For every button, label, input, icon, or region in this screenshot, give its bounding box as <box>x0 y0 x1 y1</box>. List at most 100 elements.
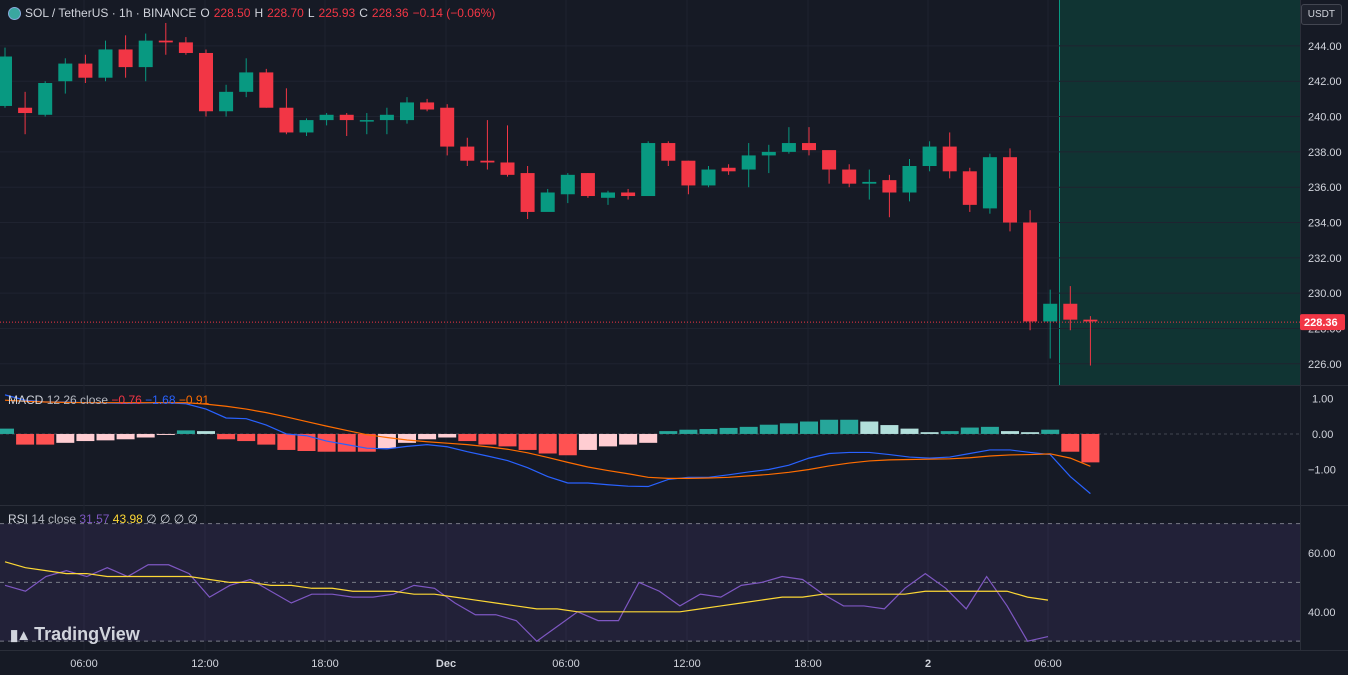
candle-body <box>781 143 796 152</box>
candle <box>38 81 53 117</box>
macd-histogram-bar <box>1041 429 1060 434</box>
candle <box>681 160 696 195</box>
candle-body <box>761 151 776 156</box>
macd-histogram-bar <box>699 428 718 434</box>
macd-histogram-bar <box>980 426 999 434</box>
change-value: −0.14 (−0.06%) <box>412 6 496 20</box>
candle <box>239 58 254 98</box>
candle-body <box>138 40 153 68</box>
candle <box>1043 289 1058 359</box>
candle <box>842 164 857 188</box>
candle <box>279 88 294 135</box>
candle-body <box>58 63 73 82</box>
candle-body <box>661 143 676 161</box>
candle <box>199 49 213 117</box>
candle <box>359 113 374 135</box>
candle <box>721 164 736 175</box>
rsi-name: RSI <box>8 512 29 526</box>
candle-body <box>38 83 53 115</box>
currency-button[interactable]: USDT <box>1300 4 1342 25</box>
candle <box>741 143 756 188</box>
candle-body <box>520 173 535 212</box>
macd-tick-label: −1.00 <box>1308 464 1336 476</box>
candle <box>400 97 414 124</box>
time-tick-label: 12:00 <box>191 658 219 670</box>
time-tick-label: 18:00 <box>311 658 339 670</box>
candle-body <box>178 42 193 53</box>
rsi-line <box>4 564 1049 642</box>
candle <box>902 158 917 202</box>
macd-histogram-bar <box>237 433 256 442</box>
candle <box>862 169 877 200</box>
candle-body <box>580 173 595 197</box>
candle <box>18 91 33 135</box>
macd-histogram-bar <box>36 433 55 445</box>
candle <box>78 54 93 84</box>
candle-body <box>1083 319 1098 322</box>
tradingview-logo[interactable]: ▮▲ TradingView <box>10 624 140 645</box>
price-tick-label: 230.00 <box>1308 288 1342 300</box>
macd-histogram-bar <box>217 433 236 440</box>
time-tick-label: 06:00 <box>70 658 98 670</box>
macd-legend[interactable]: MACD 12 26 close −0.76 −1.68 −0.91 <box>8 393 209 407</box>
candle-body <box>420 102 435 110</box>
candle-body <box>882 180 897 193</box>
candle <box>942 132 957 179</box>
candle <box>621 188 636 200</box>
candle <box>520 166 535 219</box>
macd-histogram-bar <box>1061 433 1080 452</box>
macd-histogram-bar <box>920 432 939 434</box>
candle-body <box>78 63 93 78</box>
candle <box>882 174 897 218</box>
candle-body <box>621 192 636 197</box>
rsi-params: 14 close <box>31 512 77 526</box>
candle <box>158 22 173 55</box>
symbol-title[interactable]: SOL / TetherUS · 1h · BINANCE <box>25 6 197 20</box>
macd-histogram-bar <box>719 427 738 434</box>
candle-body <box>118 49 133 68</box>
macd-histogram-bar <box>337 433 356 452</box>
candle-body <box>842 169 857 184</box>
candle-body <box>962 171 977 205</box>
candle <box>219 84 234 117</box>
open-label: O <box>200 6 210 20</box>
macd-histogram-bar <box>960 427 979 434</box>
macd-tick-label: 1.00 <box>1312 393 1333 405</box>
macd-histogram-bar <box>297 433 316 452</box>
macd-histogram-bar <box>880 425 899 434</box>
macd-histogram-bar <box>136 433 155 438</box>
candle-body <box>400 102 414 121</box>
candle-body <box>259 72 274 108</box>
macd-histogram-bar <box>498 433 517 447</box>
macd-histogram-bar <box>820 419 839 434</box>
macd-histogram-bar <box>558 433 577 456</box>
macd-histogram-bar <box>800 421 818 434</box>
candle-body <box>239 72 254 92</box>
macd-hist-value: −0.76 <box>111 393 142 407</box>
time-tick-label: Dec <box>436 658 456 670</box>
close-label: C <box>359 6 368 20</box>
candle-body <box>902 166 917 193</box>
macd-tick-label: 0.00 <box>1312 429 1333 441</box>
candle-body <box>701 169 716 186</box>
price-tick-label: 240.00 <box>1308 112 1342 124</box>
candle-body <box>942 146 957 172</box>
candle-body <box>299 120 314 133</box>
candle <box>540 188 555 212</box>
macd-histogram-bar <box>0 428 14 434</box>
candle-body <box>802 143 816 151</box>
candle-body <box>18 107 33 114</box>
low-value: 225.93 <box>318 6 356 20</box>
high-value: 228.70 <box>267 6 304 20</box>
candle-body <box>721 167 736 172</box>
candle-body <box>641 143 656 197</box>
candle-body <box>440 107 455 147</box>
candle <box>1083 316 1098 366</box>
macd-histogram-bar <box>840 419 859 434</box>
macd-histogram-bar <box>116 433 135 440</box>
candle <box>440 104 455 156</box>
candle <box>480 120 495 170</box>
rsi-legend[interactable]: RSI 14 close 31.57 43.98 ∅ ∅ ∅ ∅ <box>8 512 198 526</box>
forecast-region <box>1059 0 1300 385</box>
